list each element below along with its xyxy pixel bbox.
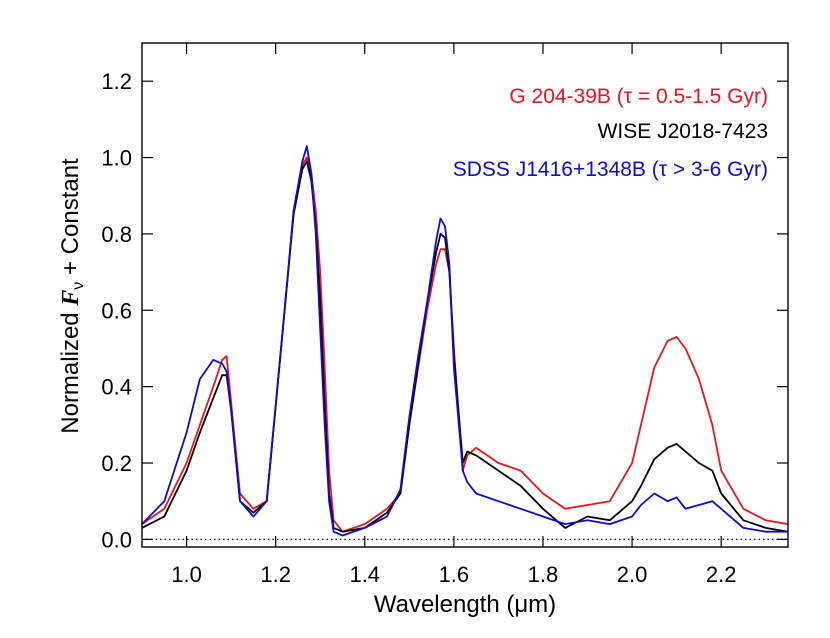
legend-entry-wise-j2018: WISE J2018-7423 — [598, 120, 768, 143]
y-axis-title-suffix: + Constant — [57, 158, 84, 282]
y-axis-title-prefix: Normalized — [57, 306, 84, 434]
legend: G 204-39B (τ = 0.5-1.5 Gyr) WISE J2018-7… — [453, 85, 768, 181]
y-axis-title-symbol: F — [58, 290, 84, 307]
y-tick-label: 0.0 — [101, 527, 132, 552]
series-layer — [141, 145, 789, 537]
tick-layer — [142, 43, 788, 547]
plot-frame — [141, 42, 789, 548]
series-line-1 — [141, 160, 789, 533]
x-axis-title: Wavelength (μm) — [374, 591, 556, 618]
legend-entry-sdss-j1416: SDSS J1416+1348B (τ > 3-6 Gyr) — [453, 158, 768, 181]
y-tick-label: 1.0 — [101, 146, 132, 171]
y-axis-title: Normalized Fν + Constant — [57, 158, 87, 434]
legend-entry-g204-39b: G 204-39B (τ = 0.5-1.5 Gyr) — [509, 85, 768, 108]
y-tick-label: 1.2 — [101, 69, 132, 94]
y-tick-label: 0.8 — [101, 222, 132, 247]
y-tick-label: 0.2 — [101, 451, 132, 476]
x-tick-label: 2.0 — [617, 562, 648, 587]
x-tick-label: 2.2 — [706, 562, 737, 587]
x-tick-label: 1.0 — [171, 562, 202, 587]
series-line-2 — [141, 145, 788, 537]
y-tick-label: 0.6 — [101, 298, 132, 323]
x-tick-label: 1.4 — [349, 562, 380, 587]
tick-label-layer: 1.0 1.2 1.4 1.6 1.8 2.0 2.2 0.0 0.2 0.4 0.6 0.8 1.0 1… — [101, 69, 736, 587]
y-axis-title-subscript: ν — [70, 282, 87, 290]
y-tick-label: 0.4 — [101, 375, 132, 400]
x-tick-label: 1.8 — [528, 562, 559, 587]
x-tick-label: 1.2 — [260, 562, 291, 587]
x-tick-label: 1.6 — [439, 562, 470, 587]
